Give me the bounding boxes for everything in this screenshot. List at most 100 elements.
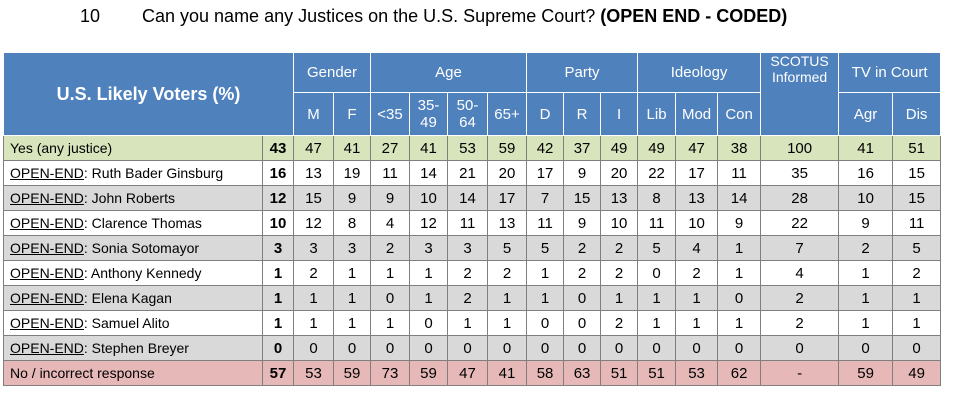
row-label: OPEN-END: John Roberts [3, 185, 263, 211]
value-cell: 1 [370, 310, 411, 336]
value-cell: 2 [563, 235, 602, 261]
value-cell: 1 [838, 260, 894, 286]
value-cell: 10 [600, 210, 639, 236]
value-cell: 47 [293, 135, 334, 161]
value-cell: 8 [637, 185, 677, 211]
value-cell: 4 [370, 210, 411, 236]
group-header: TV in Court [838, 52, 942, 93]
value-cell: 1 [717, 260, 762, 286]
value-cell: 14 [447, 185, 489, 211]
row-label-prefix: OPEN-END [10, 340, 84, 356]
heading: 10 Can you name any Justices on the U.S. … [80, 6, 787, 27]
value-cell: 3 [409, 235, 449, 261]
total-cell: 57 [262, 360, 294, 386]
value-cell: 53 [675, 360, 719, 386]
total-cell: 1 [262, 285, 294, 311]
row-label: OPEN-END: Anthony Kennedy [3, 260, 263, 286]
value-cell: 0 [332, 335, 372, 361]
value-cell: 16 [838, 160, 894, 186]
value-cell: 0 [447, 335, 489, 361]
value-cell: 13 [675, 185, 719, 211]
column-header: M [293, 92, 334, 136]
data-row: OPEN-END: Ruth Bader Ginsburg 16 13 19 11 14 2… [3, 160, 942, 186]
value-cell: 73 [370, 360, 411, 386]
group-header: Party [526, 52, 639, 93]
total-cell: 1 [262, 260, 294, 286]
value-cell: 20 [487, 160, 528, 186]
total-cell: 0 [262, 335, 294, 361]
value-cell: 2 [600, 310, 639, 336]
value-cell: 41 [838, 135, 894, 161]
value-cell: 7 [760, 235, 840, 261]
question: Can you name any Justices on the U.S. Su… [142, 6, 596, 26]
header-row: M F <35 35-49 50-64 65+ D R I Lib Mod Con Agr Dis [4, 92, 942, 136]
value-cell: 2 [600, 235, 639, 261]
value-cell: 38 [717, 135, 762, 161]
value-cell: 13 [487, 210, 528, 236]
value-cell: 11 [370, 160, 411, 186]
value-cell: 0 [838, 335, 894, 361]
value-cell: 0 [526, 310, 565, 336]
value-cell: 10 [409, 185, 449, 211]
column-header: <35 [370, 92, 411, 136]
row-label-text: : Stephen Breyer [83, 340, 189, 356]
value-cell: 21 [447, 160, 489, 186]
value-cell: 0 [526, 335, 565, 361]
value-cell: 0 [675, 335, 719, 361]
header-row: U.S. Likely Voters (%) Gender Age Party Ideo… [3, 52, 942, 136]
row-label-text: : Clarence Thomas [83, 215, 202, 231]
value-cell: 0 [600, 335, 639, 361]
row-label-text: : Sonia Sotomayor [83, 240, 200, 256]
value-cell: 9 [332, 185, 372, 211]
value-cell: 0 [409, 310, 449, 336]
total-cell: 3 [262, 235, 294, 261]
value-cell: 4 [675, 235, 719, 261]
value-cell: 53 [447, 135, 489, 161]
value-cell: 41 [332, 135, 372, 161]
value-cell: 10 [838, 185, 894, 211]
value-cell: - [760, 360, 840, 386]
row-label: OPEN-END: Sonia Sotomayor [3, 235, 263, 261]
value-cell: 5 [637, 235, 677, 261]
column-header: 50-64 [447, 92, 489, 136]
value-cell: 9 [563, 160, 602, 186]
value-cell: 12 [293, 210, 334, 236]
value-cell: 1 [838, 310, 894, 336]
value-cell: 10 [675, 210, 719, 236]
value-cell: 5 [487, 235, 528, 261]
value-cell: 1 [717, 310, 762, 336]
column-header: Mod [675, 92, 719, 136]
value-cell: 41 [487, 360, 528, 386]
value-cell: 53 [293, 360, 334, 386]
data-row: No / incorrect response 57 53 59 73 59 47 41 58 6… [3, 360, 942, 386]
row-label: Yes (any justice) [3, 135, 263, 161]
total-cell: 10 [262, 210, 294, 236]
value-cell: 1 [526, 260, 565, 286]
value-cell: 59 [409, 360, 449, 386]
value-cell: 1 [370, 260, 411, 286]
total-cell: 1 [262, 310, 294, 336]
value-cell: 17 [487, 185, 528, 211]
value-cell: 1 [892, 285, 942, 311]
value-cell: 13 [600, 185, 639, 211]
value-cell: 17 [526, 160, 565, 186]
value-cell: 9 [563, 210, 602, 236]
row-label-text: : John Roberts [83, 190, 175, 206]
value-cell: 1 [838, 285, 894, 311]
crosstab: U.S. Likely Voters (%) Gender Age Party Ideo… [3, 52, 942, 386]
row-label-prefix: OPEN-END [10, 190, 84, 206]
value-cell: 22 [637, 160, 677, 186]
value-cell: 9 [717, 210, 762, 236]
value-cell: 14 [717, 185, 762, 211]
value-cell: 0 [563, 335, 602, 361]
row-label-prefix: OPEN-END [10, 240, 84, 256]
column-header: 65+ [487, 92, 528, 136]
row-label-prefix: OPEN-END [10, 215, 84, 231]
value-cell: 19 [332, 160, 372, 186]
value-cell: 1 [600, 285, 639, 311]
value-cell: 3 [332, 235, 372, 261]
value-cell: 11 [526, 210, 565, 236]
column-header: Dis [892, 92, 942, 136]
value-cell: 47 [675, 135, 719, 161]
